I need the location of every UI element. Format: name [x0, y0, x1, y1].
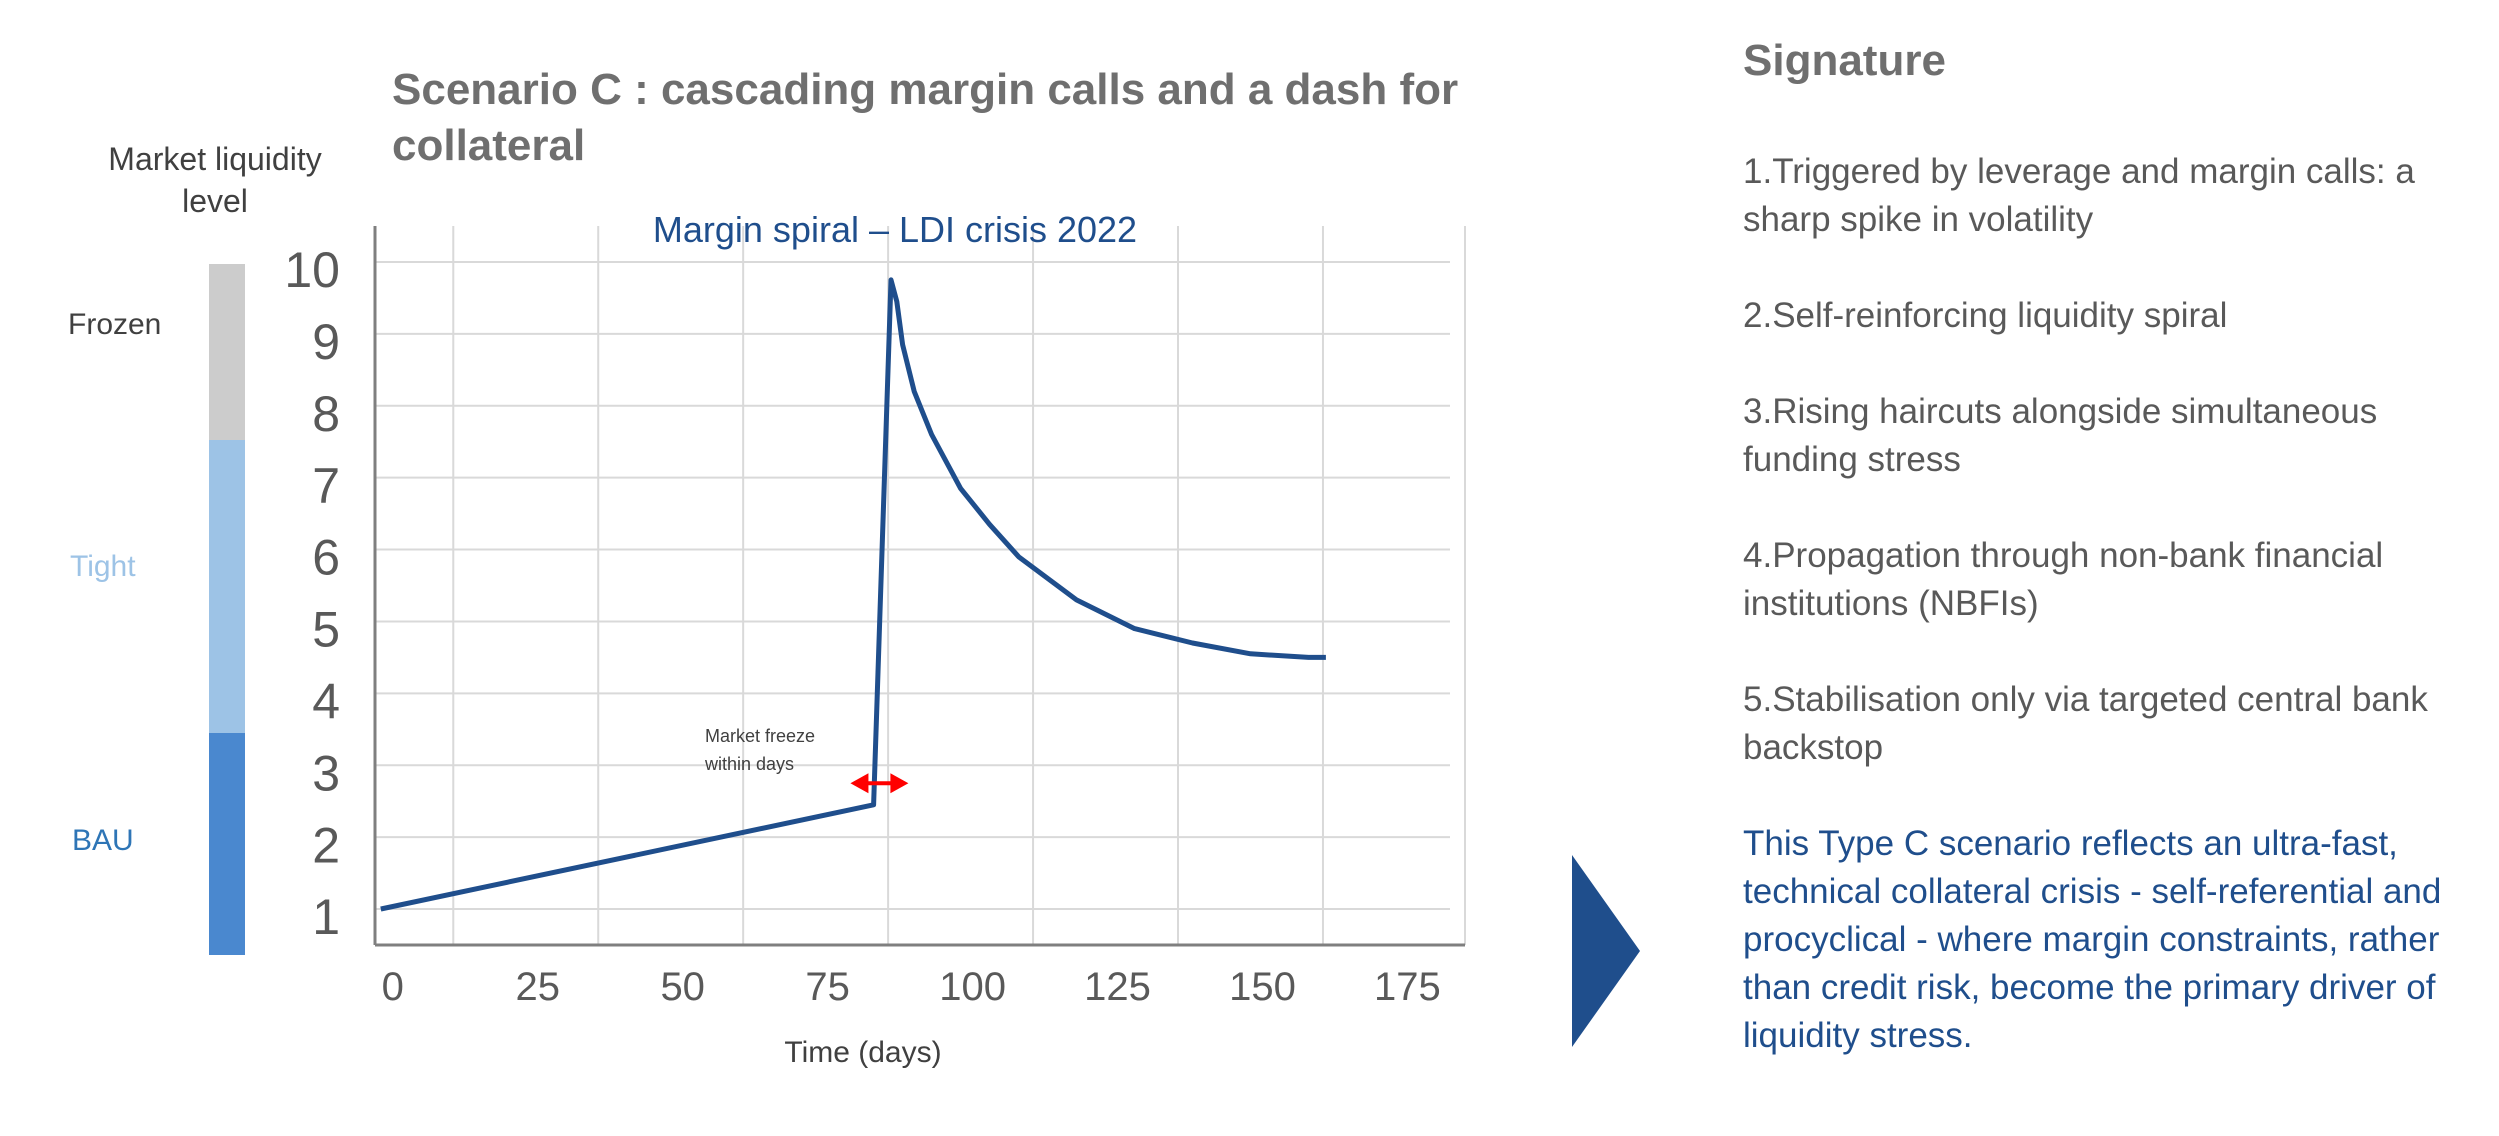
signature-title: Signature — [1743, 36, 1946, 86]
x-tick-label: 125 — [1084, 965, 1151, 1009]
chart-title: Margin spiral – LDI crisis 2022 — [653, 209, 1137, 250]
signature-item-1: 1.Triggered by leverage and margin calls… — [1743, 148, 2463, 244]
y-tick-label: 2 — [312, 817, 340, 873]
x-tick-label: 175 — [1374, 965, 1441, 1009]
y-tick-label: 4 — [312, 674, 340, 730]
y-tick-label: 1 — [312, 889, 340, 945]
x-axis-label: Time (days) — [784, 1036, 941, 1069]
signature-item-2: 2.Self-reinforcing liquidity spiral — [1743, 292, 2463, 340]
y-tick-label: 6 — [312, 530, 340, 586]
series-line — [381, 280, 1326, 909]
x-tick-label: 150 — [1229, 965, 1296, 1009]
annotation-arrowhead-left — [850, 773, 868, 793]
x-tick-label: 50 — [660, 965, 705, 1009]
signature-list: 1.Triggered by leverage and margin calls… — [1743, 148, 2463, 820]
y-tick-label: 9 — [312, 314, 340, 370]
signature-summary: This Type C scenario reflects an ultra-f… — [1743, 820, 2483, 1060]
y-tick-label: 8 — [312, 386, 340, 442]
y-tick-label: 5 — [312, 602, 340, 658]
line-chart: 0 25 50 75 100 125 150 175 1 2 3 4 5 6 7 8 9 10 Margin s… — [0, 0, 1560, 1136]
x-tick-label: 100 — [939, 965, 1006, 1009]
annotation-label: Market freeze within days — [704, 726, 815, 774]
y-tick-label: 7 — [312, 458, 340, 514]
x-tick-label: 75 — [805, 965, 850, 1009]
annotation-arrowhead-right — [890, 773, 908, 793]
x-tick-label: 0 — [382, 965, 404, 1009]
arrow-right-icon — [1572, 855, 1642, 1047]
y-tick-label: 3 — [312, 745, 340, 801]
x-tick-label: 25 — [515, 965, 560, 1009]
signature-item-4: 4.Propagation through non-bank financial… — [1743, 532, 2463, 628]
signature-item-3: 3.Rising haircuts alongside simultaneous… — [1743, 388, 2463, 484]
signature-item-5: 5.Stabilisation only via targeted centra… — [1743, 676, 2463, 772]
y-tick-label: 10 — [284, 242, 340, 298]
